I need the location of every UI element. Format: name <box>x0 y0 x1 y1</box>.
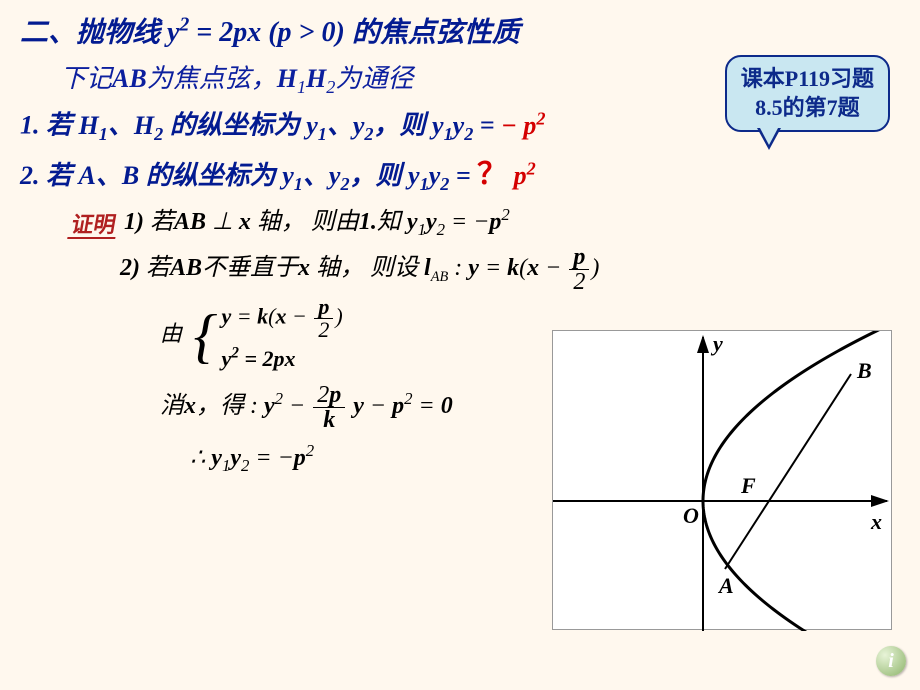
svg-text:B: B <box>856 358 872 383</box>
parabola-graph: y x O F A B <box>552 330 892 630</box>
svg-text:F: F <box>740 473 756 498</box>
svg-text:x: x <box>870 509 882 534</box>
title-prefix: 二、抛物线 <box>20 17 160 48</box>
callout-line2: 8.5的第7题 <box>741 94 874 123</box>
callout-bubble: 课本P119习题 8.5的第7题 <box>725 55 890 132</box>
proof-case-1: 证明 1) 若AB ⊥ x 轴， 则由1.知 y1y2 = −p2 <box>20 202 900 244</box>
proof-icon: 证明 <box>67 207 121 239</box>
svg-text:A: A <box>717 573 734 598</box>
graph-svg: y x O F A B <box>553 331 893 631</box>
svg-text:y: y <box>710 331 723 356</box>
prop1-result: − p2 <box>501 111 545 140</box>
info-icon[interactable]: i <box>876 646 906 676</box>
callout-line1: 课本P119习题 <box>741 65 874 94</box>
section-title: 二、抛物线 y2 = 2px (p > 0) 的焦点弦性质 <box>20 10 900 56</box>
svg-text:O: O <box>683 503 699 528</box>
title-suffix: 的焦点弦性质 <box>352 17 520 48</box>
prop-2: 2. 若 A、B 的纵坐标为 y1、y2，则 y1y2 = ？ p2 <box>20 151 900 199</box>
proof-case-2: 2) 若AB不垂直于x 轴， 则设 lAB : y = k(x − p2) <box>20 245 900 294</box>
title-formula: y2 = 2px (p > 0) <box>167 17 345 48</box>
